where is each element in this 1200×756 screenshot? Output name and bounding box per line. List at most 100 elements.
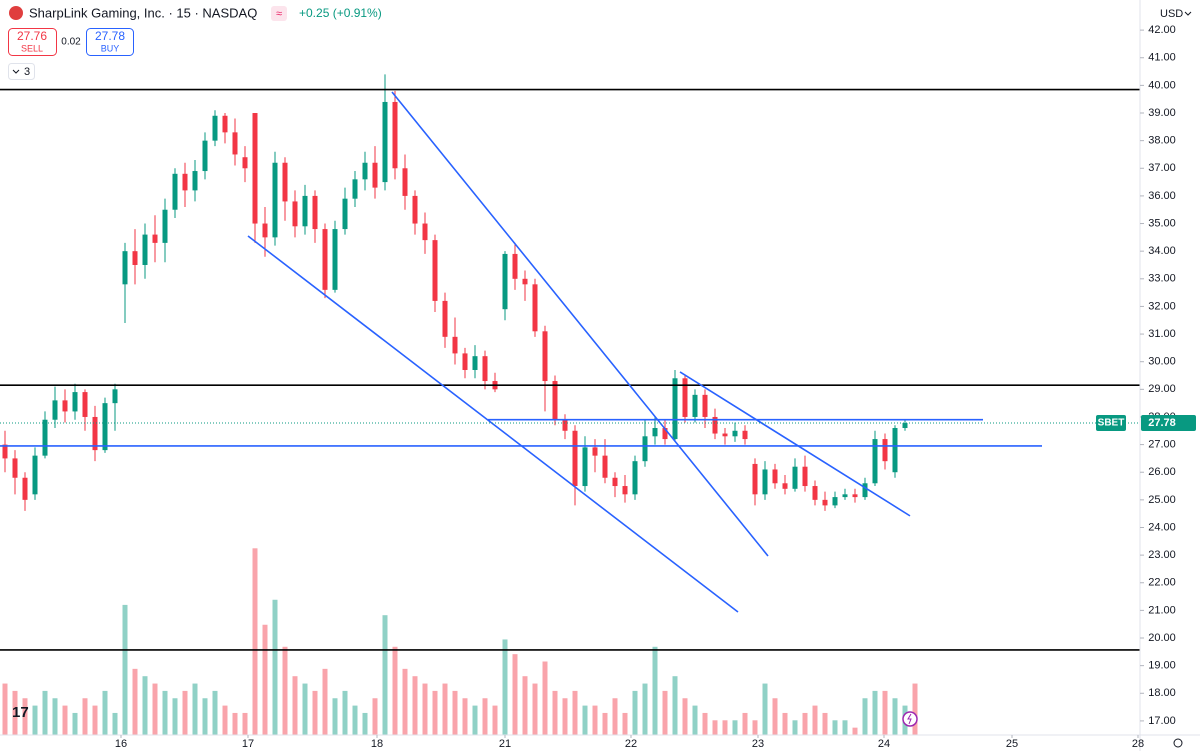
volume-bar (482, 698, 488, 735)
x-tick-label: 25 (1006, 738, 1018, 750)
volume-bar (492, 705, 498, 735)
volume-bar (382, 615, 388, 735)
candle-body (372, 162, 378, 188)
chevron (12, 69, 20, 74)
volume-bar (12, 690, 18, 735)
candle-body (172, 173, 178, 210)
currency[interactable]: USD (1160, 8, 1183, 20)
candle-body (792, 466, 798, 489)
candle-body (262, 223, 268, 238)
volume-bar (562, 698, 568, 735)
trend-line (391, 91, 769, 557)
candle-body (242, 157, 248, 169)
candle-body (892, 428, 898, 473)
sell-button[interactable] (8, 28, 57, 56)
candle-body (272, 162, 278, 238)
candle-body (502, 253, 508, 310)
volume-bar (802, 712, 808, 735)
volume-bar (92, 705, 98, 735)
candle-body (212, 115, 218, 141)
volume-bar (582, 705, 588, 735)
candle-body (432, 240, 438, 301)
candle-body (452, 336, 458, 354)
volume-bar (782, 712, 788, 735)
volume-bar (232, 712, 238, 735)
candle-body (482, 356, 488, 382)
volume-bar (342, 690, 348, 735)
volume-bar (182, 690, 188, 735)
volume-bar (822, 712, 828, 735)
candle-body (632, 461, 638, 495)
volume-bar (532, 683, 538, 735)
volume-bar (272, 599, 278, 735)
flag-icon[interactable] (271, 6, 287, 21)
volume-bar (142, 676, 148, 735)
candle-body (22, 477, 28, 500)
candle-body (522, 278, 528, 285)
candle-body (2, 444, 8, 459)
volume-bar (472, 705, 478, 735)
volume-bar (702, 712, 708, 735)
candle-body (562, 419, 568, 431)
volume-bar (722, 720, 728, 735)
volume-bar (772, 698, 778, 735)
icon-glyph: ≈ (276, 8, 282, 20)
volume-bar (102, 690, 108, 735)
volume-bar (222, 705, 228, 735)
candle-body (692, 394, 698, 417)
candle-body (402, 168, 408, 196)
volume-bar (72, 712, 78, 735)
symbol-tag (1096, 415, 1126, 432)
candle-body (92, 416, 98, 451)
y-tick-label: 24.00 (1148, 521, 1176, 533)
volume-bar (862, 698, 868, 735)
volume-bar (402, 668, 408, 735)
plot-area (0, 74, 1140, 735)
volume-bar (372, 698, 378, 735)
volume-bar (672, 676, 678, 735)
volume-bar (812, 705, 818, 735)
candle-body (612, 477, 618, 487)
symbol-title: SharpLink Gaming, Inc. · 15 · NASDAQ (29, 5, 257, 20)
candle-body (642, 436, 648, 462)
volume-bar (842, 720, 848, 735)
candle-body (72, 392, 78, 412)
candle-body (672, 378, 678, 440)
volume-bar (292, 676, 298, 735)
buy-button[interactable] (86, 28, 134, 56)
candle-body (722, 433, 728, 437)
lightning-glyph (907, 713, 912, 725)
candle-body (302, 195, 308, 227)
candle-body (712, 416, 718, 434)
y-tick-label: 22.00 (1148, 577, 1176, 589)
y-tick-label: 17.00 (1148, 715, 1176, 727)
volume-bar (632, 690, 638, 735)
volume-bar (642, 683, 648, 735)
candle-body (832, 497, 838, 506)
candle-body (662, 428, 668, 440)
y-tick-label: 33.00 (1148, 273, 1176, 285)
y-tick-label: 37.00 (1148, 162, 1176, 174)
candle-body (872, 439, 878, 484)
settings-icon[interactable] (1173, 738, 1183, 748)
x-tick-label: 24 (878, 738, 890, 750)
y-tick-label: 21.00 (1148, 604, 1176, 616)
candle-body (592, 447, 598, 456)
candle-body (312, 195, 318, 230)
candle-body (382, 101, 388, 183)
candle-body (282, 162, 288, 202)
candle-body (362, 162, 368, 180)
indicator-toggle[interactable] (8, 63, 35, 80)
volume-bar (112, 712, 118, 735)
volume-bar (22, 698, 28, 735)
x-tick-label: 18 (371, 738, 383, 750)
chevron (1184, 11, 1192, 16)
candle-body (422, 223, 428, 241)
buy-label: BUY (101, 43, 120, 53)
candle-body (732, 430, 738, 437)
y-tick-label: 23.00 (1148, 549, 1176, 561)
y-tick-label: 42.00 (1148, 24, 1176, 36)
candle-body (82, 392, 88, 417)
candle-body (852, 494, 858, 498)
volume-bar (452, 690, 458, 735)
